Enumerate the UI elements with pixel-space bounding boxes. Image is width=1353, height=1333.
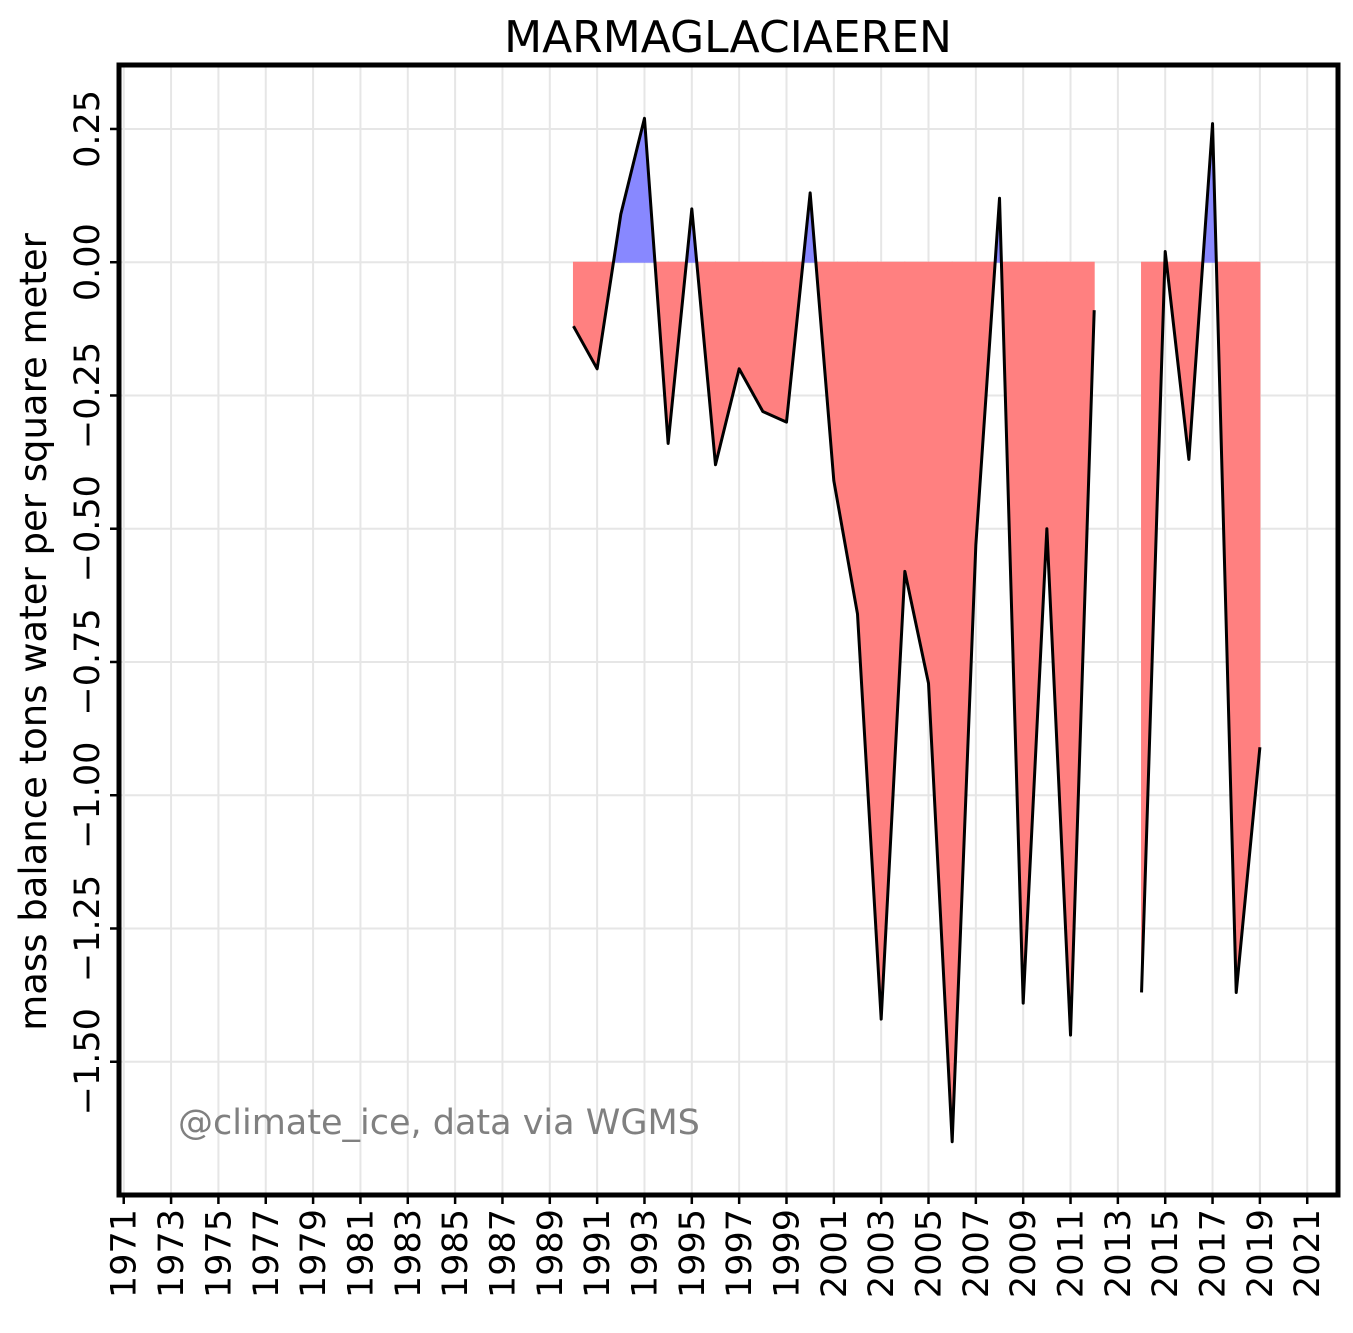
y-tick-label: −0.75 bbox=[68, 608, 108, 715]
x-tick-label: 2009 bbox=[1004, 1209, 1044, 1298]
series-line bbox=[572, 116, 1262, 1144]
x-tick-label: 1973 bbox=[152, 1209, 192, 1298]
x-tick-label: 2001 bbox=[815, 1209, 855, 1298]
x-tick-label: 1983 bbox=[389, 1209, 429, 1298]
negative-area bbox=[857, 261, 882, 1020]
y-tick-label: −0.25 bbox=[68, 342, 108, 449]
x-tick-label: 1993 bbox=[625, 1209, 665, 1298]
x-tick-label: 1977 bbox=[247, 1209, 287, 1298]
x-tick-label: 1981 bbox=[341, 1209, 381, 1298]
negative-area bbox=[951, 261, 977, 1142]
watermark: @climate_ice, data via WGMS bbox=[178, 1103, 700, 1143]
negative-area bbox=[714, 261, 740, 465]
x-tick-label: 1997 bbox=[720, 1209, 760, 1298]
y-axis-label: mass balance tons water per square meter bbox=[12, 232, 55, 1030]
negative-area bbox=[833, 261, 859, 615]
mass-balance-line bbox=[572, 116, 1096, 1144]
y-axis: −1.50 −1.25 −1.00 −0.75 −0.50 −0.25 0.00 0.25 bbox=[68, 90, 119, 1115]
y-tick-label: 0.25 bbox=[68, 90, 108, 168]
grid bbox=[119, 65, 1338, 1195]
x-axis: 1971 1973 1975 1977 1979 1981 1983 1985 1987 1989… bbox=[105, 1195, 1328, 1298]
mass-balance-line bbox=[1140, 122, 1262, 994]
x-tick-label: 2011 bbox=[1052, 1209, 1092, 1298]
plot-frame bbox=[116, 62, 1341, 1198]
x-tick-label: 2021 bbox=[1288, 1209, 1328, 1298]
negative-area bbox=[928, 261, 953, 1142]
x-tick-label: 1975 bbox=[199, 1209, 239, 1298]
x-tick-label: 2015 bbox=[1146, 1209, 1186, 1298]
x-tick-label: 2003 bbox=[862, 1209, 902, 1298]
x-tick-label: 1985 bbox=[436, 1209, 476, 1298]
negative-area bbox=[1235, 261, 1261, 993]
y-tick-label: −1.25 bbox=[68, 875, 108, 982]
x-tick-label: 1991 bbox=[578, 1209, 618, 1298]
x-tick-label: 2019 bbox=[1241, 1209, 1281, 1298]
negative-area bbox=[1046, 261, 1072, 1036]
x-tick-label: 2007 bbox=[957, 1209, 997, 1298]
x-tick-label: 2013 bbox=[1099, 1209, 1139, 1298]
chart-title: MARMAGLACIAEREN bbox=[504, 12, 952, 63]
y-tick-label: 0.00 bbox=[68, 223, 108, 301]
x-tick-label: 1999 bbox=[767, 1209, 807, 1298]
x-tick-label: 1989 bbox=[531, 1209, 571, 1298]
x-tick-label: 1971 bbox=[105, 1209, 145, 1298]
y-tick-label: −0.50 bbox=[68, 475, 108, 582]
x-tick-label: 2005 bbox=[910, 1209, 950, 1298]
x-tick-label: 1987 bbox=[483, 1209, 523, 1298]
negative-area bbox=[762, 261, 787, 423]
x-tick-label: 1995 bbox=[673, 1209, 713, 1298]
y-tick-label: −1.50 bbox=[68, 1008, 108, 1115]
negative-area bbox=[572, 261, 598, 371]
y-tick-label: −1.00 bbox=[68, 742, 108, 849]
x-tick-label: 2017 bbox=[1194, 1209, 1234, 1298]
x-tick-label: 1979 bbox=[294, 1209, 334, 1298]
negative-area bbox=[1022, 261, 1048, 1004]
positive-area bbox=[620, 118, 645, 263]
